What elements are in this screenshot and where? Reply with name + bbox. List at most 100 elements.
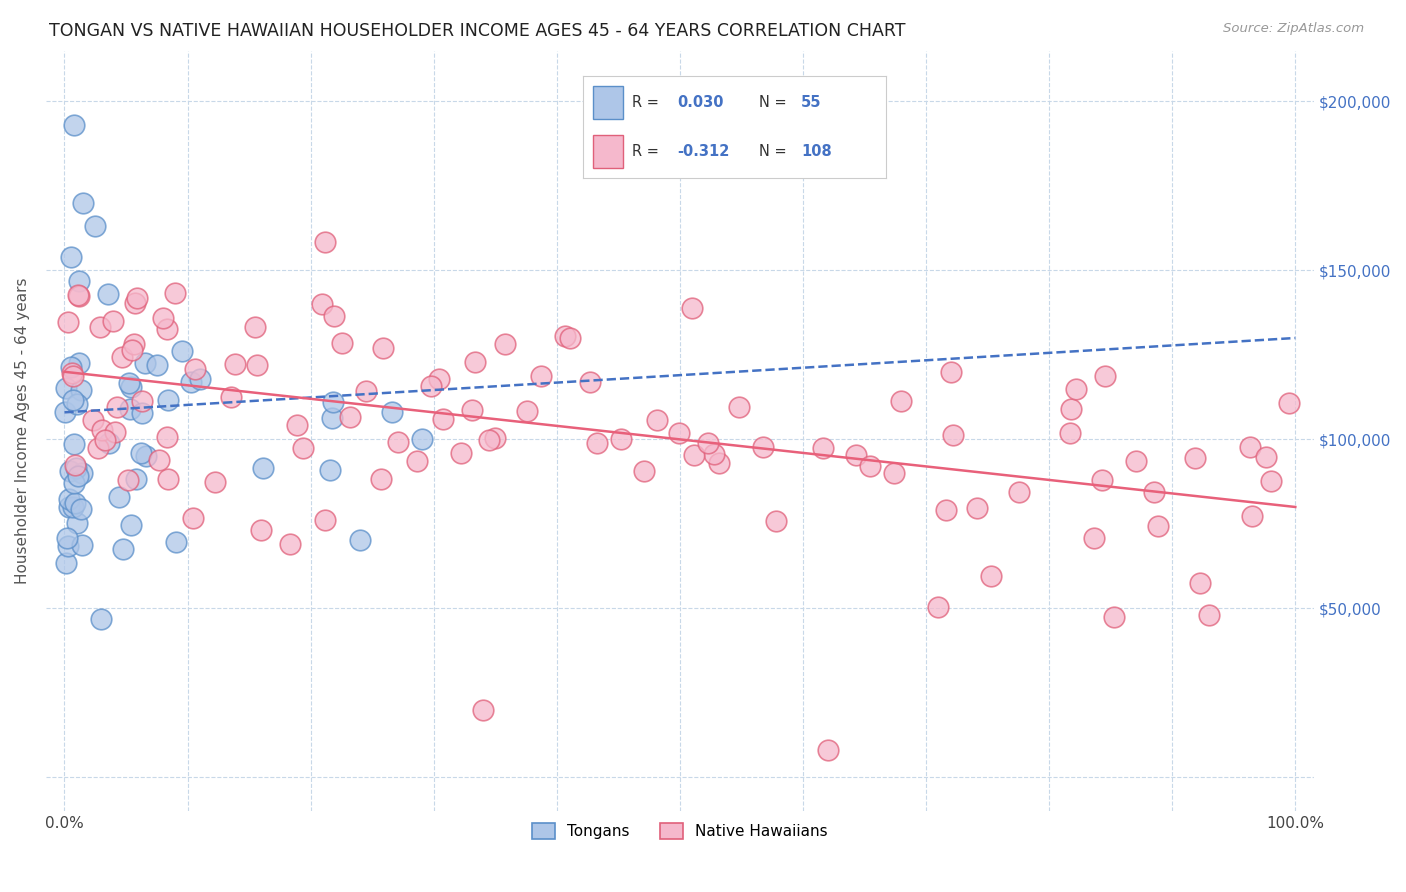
Point <box>586 435 609 450</box>
Point <box>66 397 89 411</box>
Point <box>101 314 124 328</box>
Point <box>370 472 392 486</box>
Point <box>845 448 868 462</box>
Point <box>53 404 76 418</box>
Point <box>66 516 89 530</box>
Point <box>287 417 309 432</box>
Point <box>148 453 170 467</box>
Point <box>111 351 134 365</box>
Point <box>219 390 242 404</box>
Point <box>156 430 179 444</box>
Point <box>131 406 153 420</box>
Point <box>62 437 84 451</box>
Point <box>515 404 537 418</box>
Point <box>90 423 112 437</box>
Point <box>156 472 179 486</box>
Text: R =: R = <box>631 145 664 160</box>
Point <box>70 537 93 551</box>
Point <box>131 446 153 460</box>
Point <box>1102 610 1125 624</box>
Point <box>246 358 269 372</box>
Point <box>105 400 128 414</box>
Point <box>1147 519 1170 533</box>
Point <box>1189 576 1212 591</box>
Text: -0.312: -0.312 <box>678 145 730 160</box>
Point <box>112 541 135 556</box>
Point <box>939 366 962 380</box>
Point <box>935 503 957 517</box>
Point <box>609 432 631 446</box>
Point <box>727 401 749 415</box>
Point <box>107 490 129 504</box>
Point <box>62 368 84 383</box>
Point <box>1060 401 1083 416</box>
Text: N =: N = <box>759 145 792 160</box>
Point <box>1239 440 1261 454</box>
Point <box>1125 453 1147 467</box>
Point <box>58 492 80 507</box>
Point <box>942 428 965 442</box>
Point <box>1008 485 1031 500</box>
Point <box>243 319 266 334</box>
Point <box>55 381 77 395</box>
Point <box>450 446 472 460</box>
Point <box>420 379 443 393</box>
Point <box>681 301 703 315</box>
Point <box>323 309 346 323</box>
Point <box>72 195 94 210</box>
Point <box>1260 474 1282 488</box>
Point <box>558 331 581 345</box>
Point <box>134 356 156 370</box>
Point <box>183 510 205 524</box>
Point <box>1254 450 1277 464</box>
Point <box>125 472 148 486</box>
Point <box>70 383 93 397</box>
Point <box>70 466 93 480</box>
Point <box>104 425 127 439</box>
Point <box>156 393 179 408</box>
Point <box>859 458 882 473</box>
Point <box>188 372 211 386</box>
Point <box>62 392 84 407</box>
Point <box>65 460 87 475</box>
Text: 0.030: 0.030 <box>678 95 724 110</box>
Point <box>163 286 186 301</box>
Point <box>463 354 485 368</box>
Point <box>67 273 90 287</box>
Point <box>478 433 501 447</box>
Point <box>125 291 148 305</box>
Point <box>67 289 90 303</box>
Point <box>697 436 720 450</box>
Point <box>252 461 274 475</box>
Point <box>1184 451 1206 466</box>
Point <box>94 433 117 447</box>
Point <box>765 514 787 528</box>
Point <box>135 450 157 464</box>
Point <box>58 500 80 514</box>
Point <box>1278 395 1301 409</box>
Text: R =: R = <box>631 95 664 110</box>
Point <box>311 297 333 311</box>
Point <box>152 310 174 325</box>
Point <box>530 369 553 384</box>
Point <box>63 496 86 510</box>
Point <box>62 500 84 514</box>
Point <box>120 402 142 417</box>
Point <box>87 442 110 456</box>
Text: 55: 55 <box>801 95 821 110</box>
Point <box>121 343 143 358</box>
Point <box>165 535 187 549</box>
Point <box>70 501 93 516</box>
Point <box>484 431 506 445</box>
Point <box>146 359 169 373</box>
Point <box>55 556 77 570</box>
Point <box>67 469 90 483</box>
Point <box>387 435 409 450</box>
Point <box>63 118 86 132</box>
Point <box>314 513 336 527</box>
Text: Source: ZipAtlas.com: Source: ZipAtlas.com <box>1223 22 1364 36</box>
Point <box>494 336 516 351</box>
Point <box>59 464 82 478</box>
Point <box>427 372 450 386</box>
Point <box>373 342 395 356</box>
